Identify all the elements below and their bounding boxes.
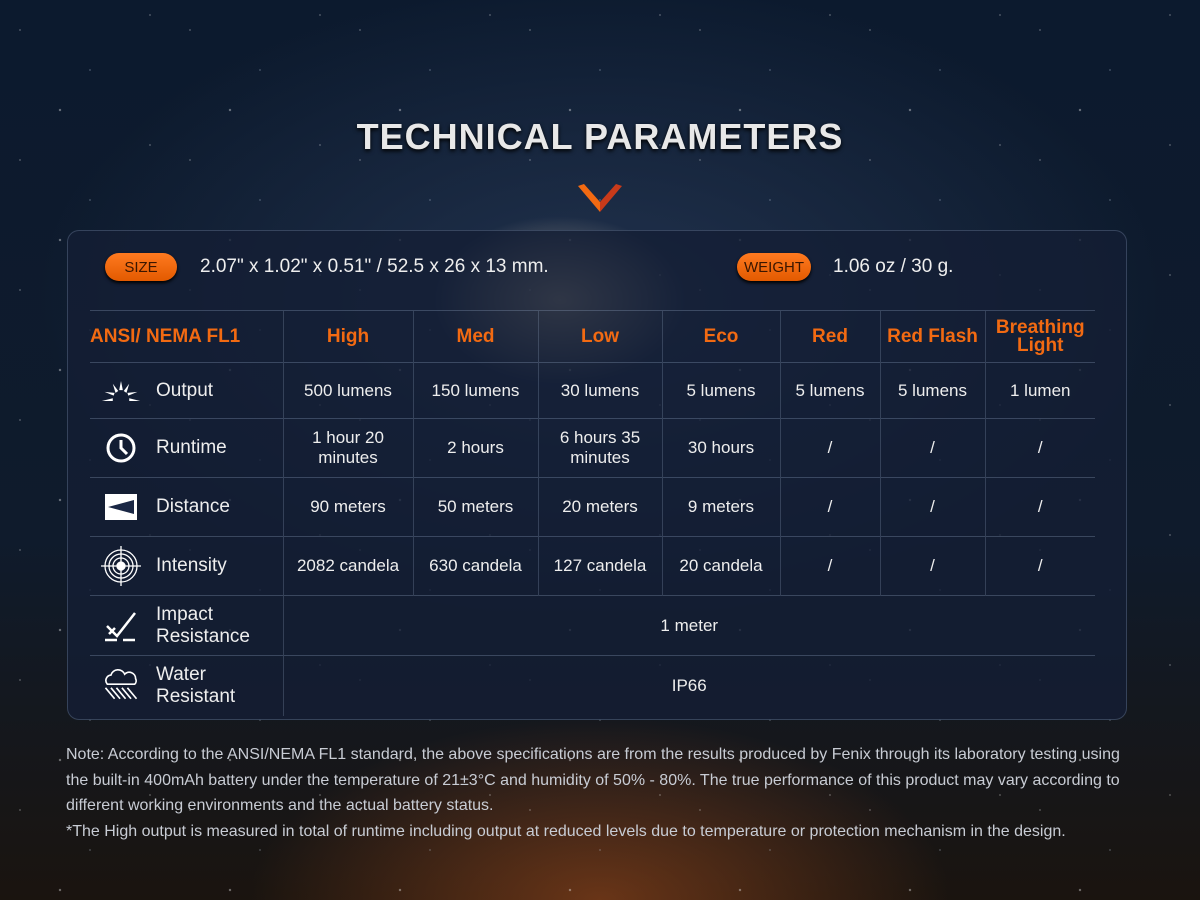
table-row: Runtime 1 hour 20 minutes 2 hours 6 hours 3… bbox=[90, 418, 1095, 478]
table-row: Distance 90 meters 50 meters 20 meters 9 met… bbox=[90, 477, 1095, 537]
row-label-text: Output bbox=[156, 379, 214, 401]
header-cell: Low bbox=[537, 310, 662, 363]
weight-badge: WEIGHT bbox=[737, 253, 811, 281]
size-badge: SIZE bbox=[105, 253, 177, 281]
chevron-down-icon bbox=[578, 184, 622, 212]
sun-rays-icon bbox=[100, 378, 142, 404]
row-label: Distance bbox=[90, 477, 283, 537]
table-cell: 20 meters bbox=[537, 477, 662, 537]
row-label: Water Resistant bbox=[90, 655, 283, 716]
row-label: Output bbox=[90, 362, 283, 419]
row-label-text: Runtime bbox=[156, 437, 227, 458]
footnote: Note: According to the ANSI/NEMA FL1 sta… bbox=[66, 742, 1146, 844]
table-cell: 500 lumens bbox=[282, 362, 413, 419]
table-cell: 1 hour 20 minutes bbox=[282, 418, 413, 478]
header-cell: Eco bbox=[661, 310, 780, 363]
table-row: Intensity 2082 candela 630 candela 127 cand… bbox=[90, 536, 1095, 596]
table-cell: 30 lumens bbox=[537, 362, 662, 419]
weight-value: 1.06 oz / 30 g. bbox=[833, 256, 954, 277]
table-cell: 150 lumens bbox=[412, 362, 538, 419]
header-cell: Breathing Light bbox=[984, 310, 1095, 363]
header-cell: Red bbox=[779, 310, 880, 363]
row-label-text: Impact Resistance bbox=[156, 603, 250, 647]
size-value: 2.07" x 1.02" x 0.51" / 52.5 x 26 x 13 m… bbox=[200, 256, 549, 277]
row-label: Intensity bbox=[90, 536, 283, 596]
table-cell: 50 meters bbox=[412, 477, 538, 537]
note-asterisk: *The High output is measured in total of… bbox=[66, 822, 1066, 840]
table-row: Impact Resistance 1 meter bbox=[90, 595, 1095, 656]
row-label: Runtime bbox=[90, 418, 283, 478]
row-label-text: Distance bbox=[156, 496, 230, 517]
table-cell: / bbox=[984, 477, 1095, 537]
table-cell: / bbox=[984, 536, 1095, 596]
table-cell: 127 candela bbox=[537, 536, 662, 596]
clock-icon bbox=[100, 432, 142, 464]
table-cell: / bbox=[779, 477, 880, 537]
header-cell: High bbox=[282, 310, 413, 363]
rain-cloud-icon bbox=[100, 668, 142, 704]
table-cell: / bbox=[879, 418, 985, 478]
note-text: Note: According to the ANSI/NEMA FL1 sta… bbox=[66, 746, 1120, 814]
table-cell: 5 lumens bbox=[879, 362, 985, 419]
table-cell: 5 lumens bbox=[661, 362, 780, 419]
table-cell: 20 candela bbox=[661, 536, 780, 596]
table-row: Water Resistant IP66 bbox=[90, 655, 1095, 716]
table-row: Output 500 lumens 150 lumens 30 lumens 5 lum… bbox=[90, 362, 1095, 419]
table-cell: / bbox=[779, 418, 880, 478]
header-cell: ANSI/ NEMA FL1 bbox=[90, 310, 283, 363]
table-cell: / bbox=[879, 536, 985, 596]
table-cell: 2082 candela bbox=[282, 536, 413, 596]
table-cell: 5 lumens bbox=[779, 362, 880, 419]
table-cell: / bbox=[984, 418, 1095, 478]
table-cell: 630 candela bbox=[412, 536, 538, 596]
row-label: Impact Resistance bbox=[90, 595, 283, 656]
table-cell: 2 hours bbox=[412, 418, 538, 478]
beam-distance-icon bbox=[100, 493, 142, 521]
span-cell: 1 meter bbox=[282, 595, 1095, 656]
page-title: TECHNICAL PARAMETERS bbox=[356, 116, 844, 157]
target-icon bbox=[100, 545, 142, 587]
row-label-text: Water Resistant bbox=[156, 663, 236, 707]
spec-table: ANSI/ NEMA FL1 High Med Low Eco Red Red Flash B… bbox=[90, 310, 1095, 716]
table-cell: / bbox=[879, 477, 985, 537]
header-cell: Red Flash bbox=[879, 310, 985, 363]
table-cell: 9 meters bbox=[661, 477, 780, 537]
header-row: ANSI/ NEMA FL1 High Med Low Eco Red Red Flash B… bbox=[90, 310, 1095, 363]
row-label-text: Intensity bbox=[156, 555, 227, 576]
table-cell: / bbox=[779, 536, 880, 596]
impact-check-icon bbox=[100, 610, 142, 642]
header-cell: Med bbox=[412, 310, 538, 363]
table-cell: 6 hours 35 minutes bbox=[537, 418, 662, 478]
table-cell: 30 hours bbox=[661, 418, 780, 478]
table-cell: 90 meters bbox=[282, 477, 413, 537]
table-cell: 1 lumen bbox=[984, 362, 1095, 419]
span-cell: IP66 bbox=[282, 655, 1095, 716]
